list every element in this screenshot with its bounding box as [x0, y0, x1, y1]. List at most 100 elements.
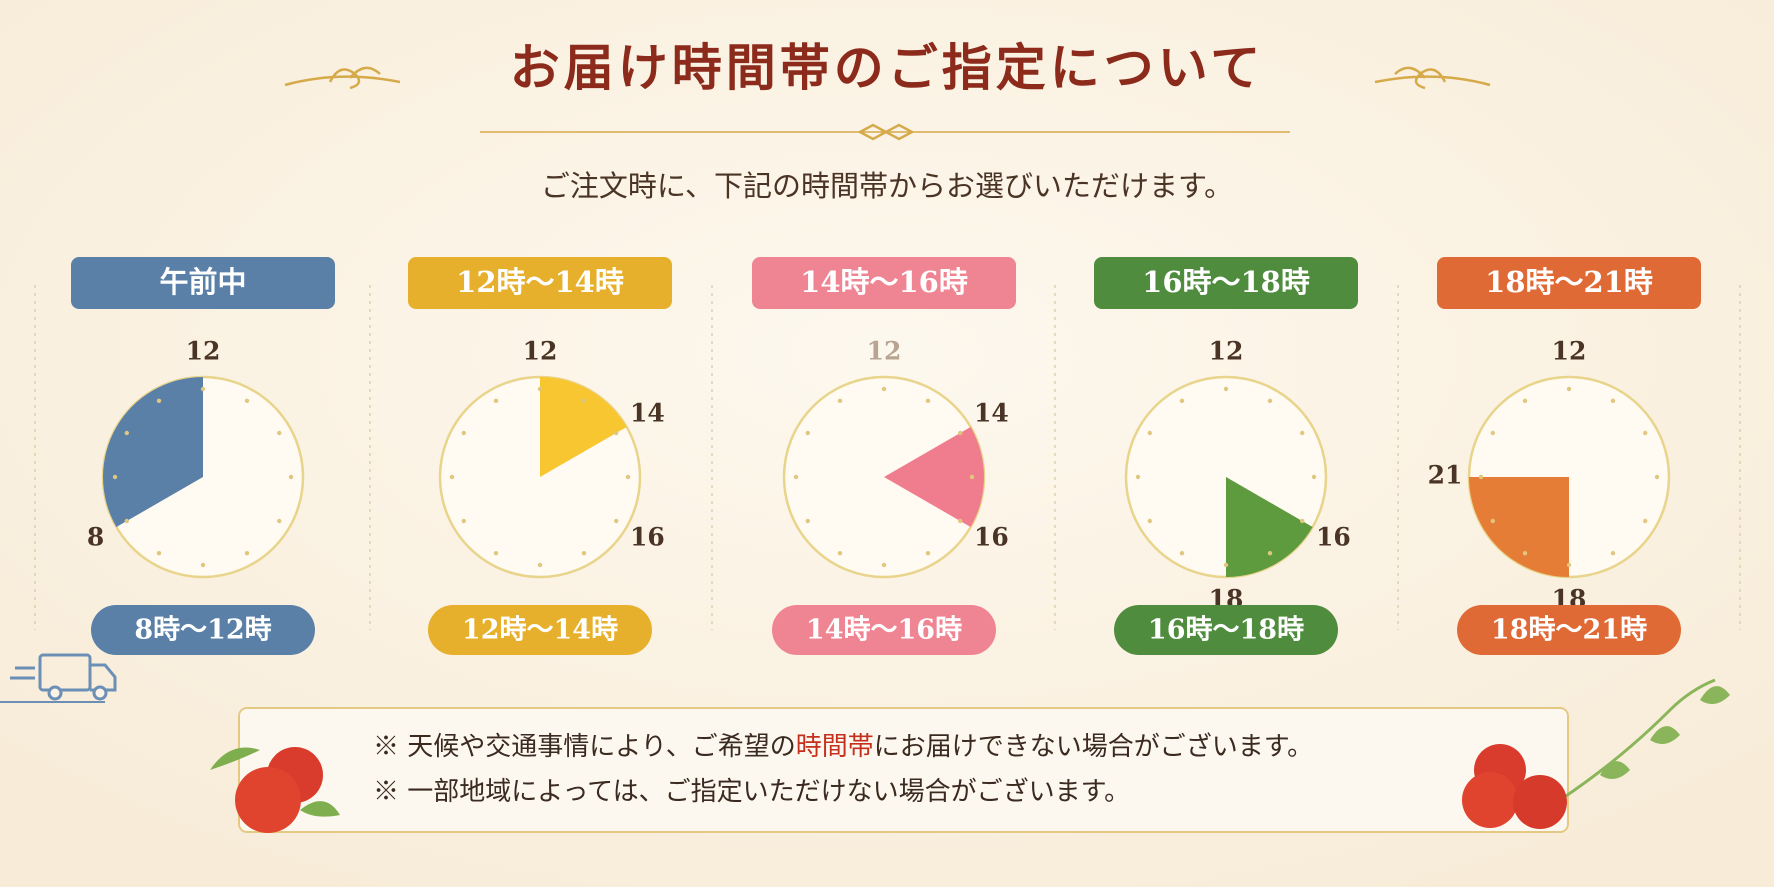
title: お届け時間帯のご指定について — [510, 38, 1265, 97]
hour-dot — [493, 398, 499, 403]
range: 8時～12時 — [134, 615, 271, 646]
notes-box — [238, 707, 1569, 833]
hour-dot — [581, 398, 587, 403]
hour-dot — [1643, 518, 1648, 524]
hour-dot — [881, 386, 887, 392]
hour-dot — [461, 518, 466, 524]
slot: 午前中 12 8 8時～12時 — [71, 257, 335, 655]
hour-dot — [793, 474, 799, 480]
hour-dot — [625, 474, 631, 480]
hour-dot — [537, 562, 543, 568]
range: 12時～14時 — [462, 615, 618, 646]
hour-label: 12 — [867, 337, 902, 366]
hour-dot — [837, 398, 843, 403]
hour-label: 12 — [1552, 337, 1587, 366]
hour-dot — [958, 518, 963, 524]
hour-dot — [1490, 430, 1495, 436]
hour-label: 16 — [974, 523, 1009, 552]
hour-dot — [277, 430, 282, 436]
hour-dot — [614, 430, 619, 436]
hour-dot — [537, 386, 543, 392]
hour-dot — [288, 474, 294, 480]
hour-dot — [958, 430, 963, 436]
hour-label: 16 — [630, 523, 665, 552]
hour-dot — [156, 551, 162, 556]
header: 18時～21時 — [1485, 265, 1653, 299]
tomatoes-left — [210, 747, 340, 833]
hour-label: 21 — [1428, 461, 1463, 490]
range-pill — [772, 605, 996, 655]
tomatoes-right — [1462, 678, 1730, 829]
hour-dot — [461, 430, 466, 436]
header: 14時～16時 — [800, 265, 968, 299]
time-wedge — [103, 377, 203, 527]
range-pill — [91, 605, 315, 655]
hour-dot — [244, 551, 250, 556]
hour-dot — [805, 430, 810, 436]
hour-label: 14 — [630, 399, 665, 428]
hour-dot — [124, 518, 129, 524]
hour-label: 16 — [1316, 523, 1351, 552]
hour-dot — [805, 518, 810, 524]
hour-dot — [1522, 551, 1528, 556]
hour-dot — [1267, 551, 1273, 556]
hour-dot — [1610, 398, 1616, 403]
hour-dot — [1223, 562, 1229, 568]
hour-dot — [1267, 398, 1273, 403]
hour-dot — [1223, 386, 1229, 392]
header-pill — [71, 257, 335, 309]
hour-dot — [581, 551, 587, 556]
hour-dot — [493, 551, 499, 556]
hour-dot — [1300, 430, 1305, 436]
hour-dot — [124, 430, 129, 436]
hour-dot — [1490, 518, 1495, 524]
hour-dot — [925, 551, 931, 556]
hour-label: 12 — [523, 337, 558, 366]
header-pill — [1437, 257, 1701, 309]
time-wedge — [1226, 477, 1313, 577]
hour-label: 14 — [974, 399, 1009, 428]
hour-dot — [1478, 474, 1484, 480]
ornaments — [284, 66, 1491, 141]
hour-dot — [1179, 551, 1185, 556]
hour-dot — [200, 386, 206, 392]
range-pill — [1457, 605, 1681, 655]
hour-dot — [1147, 430, 1152, 436]
hour-dot — [1566, 386, 1572, 392]
hour-dot — [112, 474, 118, 480]
hour-dot — [969, 474, 975, 480]
hour-dot — [449, 474, 455, 480]
hour-dot — [1610, 551, 1616, 556]
header-pill — [408, 257, 672, 309]
time-wedge — [540, 377, 627, 477]
range: 16時～18時 — [1148, 615, 1304, 646]
header: 12時～14時 — [456, 265, 624, 299]
range: 14時～16時 — [806, 615, 962, 646]
hour-dot — [1643, 430, 1648, 436]
hour-dot — [200, 562, 206, 568]
hour-dot — [156, 398, 162, 403]
time-wedge — [1469, 477, 1569, 577]
hour-dot — [1300, 518, 1305, 524]
hour-dot — [1135, 474, 1141, 480]
time-wedge — [884, 427, 984, 527]
hour-dot — [837, 551, 843, 556]
note: ※ 天候や交通事情により、ご希望の時間帯にお届けできない場合がございます。 — [373, 732, 1313, 762]
hour-label: 8 — [87, 523, 104, 552]
slot: 14時～16時 12 14 16 14時～16時 — [752, 257, 1016, 655]
hour-dot — [1654, 474, 1660, 480]
range: 18時～21時 — [1491, 615, 1647, 646]
hour-dot — [1566, 562, 1572, 568]
hour-dot — [1179, 398, 1185, 403]
hour-dot — [1522, 398, 1528, 403]
hour-dot — [1147, 518, 1152, 524]
truck-icon — [0, 653, 117, 703]
hour-dot — [277, 518, 282, 524]
hour-dot — [881, 562, 887, 568]
note: ※ 一部地域によっては、ご指定いただけない場合がございます。 — [373, 777, 1130, 807]
range-pill — [1114, 605, 1338, 655]
slot: 12時～14時 12 14 16 12時～14時 — [408, 257, 672, 655]
